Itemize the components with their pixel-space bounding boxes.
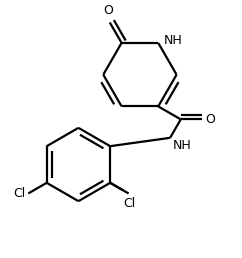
- Text: Cl: Cl: [124, 197, 136, 210]
- Text: O: O: [104, 4, 113, 17]
- Text: O: O: [205, 113, 215, 126]
- Text: NH: NH: [173, 139, 191, 152]
- Text: Cl: Cl: [14, 187, 26, 200]
- Text: NH: NH: [164, 34, 183, 47]
